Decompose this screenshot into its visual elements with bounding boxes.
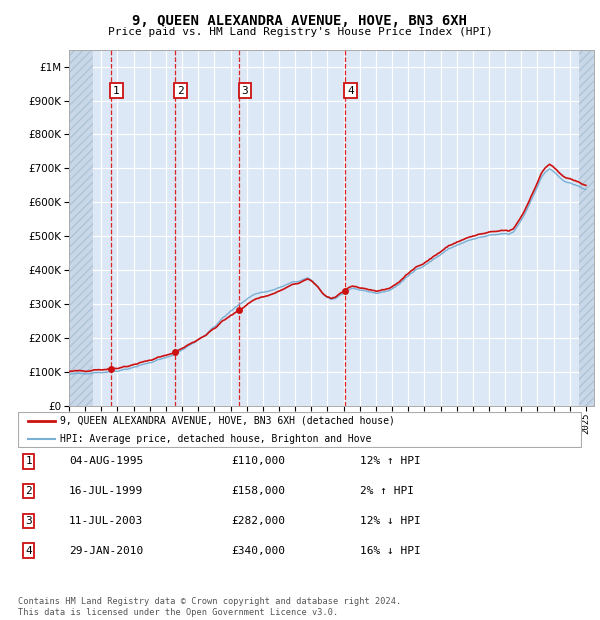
Text: 3: 3 (241, 86, 248, 95)
Text: 16% ↓ HPI: 16% ↓ HPI (360, 546, 421, 556)
Text: 04-AUG-1995: 04-AUG-1995 (69, 456, 143, 466)
Text: 11-JUL-2003: 11-JUL-2003 (69, 516, 143, 526)
Text: 4: 4 (347, 86, 354, 95)
Text: HPI: Average price, detached house, Brighton and Hove: HPI: Average price, detached house, Brig… (60, 433, 371, 444)
Text: 4: 4 (25, 546, 32, 556)
Text: £282,000: £282,000 (231, 516, 285, 526)
Text: 9, QUEEN ALEXANDRA AVENUE, HOVE, BN3 6XH (detached house): 9, QUEEN ALEXANDRA AVENUE, HOVE, BN3 6XH… (60, 415, 395, 426)
Text: 1: 1 (25, 456, 32, 466)
Text: £340,000: £340,000 (231, 546, 285, 556)
Text: 9, QUEEN ALEXANDRA AVENUE, HOVE, BN3 6XH: 9, QUEEN ALEXANDRA AVENUE, HOVE, BN3 6XH (133, 14, 467, 28)
Text: 2: 2 (177, 86, 184, 95)
Text: 16-JUL-1999: 16-JUL-1999 (69, 486, 143, 496)
Text: £110,000: £110,000 (231, 456, 285, 466)
Text: 12% ↓ HPI: 12% ↓ HPI (360, 516, 421, 526)
Text: 3: 3 (25, 516, 32, 526)
Text: 2% ↑ HPI: 2% ↑ HPI (360, 486, 414, 496)
Bar (580, 50, 594, 406)
Text: Contains HM Land Registry data © Crown copyright and database right 2024.
This d: Contains HM Land Registry data © Crown c… (18, 598, 401, 617)
Text: 29-JAN-2010: 29-JAN-2010 (69, 546, 143, 556)
Text: Price paid vs. HM Land Registry's House Price Index (HPI): Price paid vs. HM Land Registry's House … (107, 27, 493, 37)
FancyBboxPatch shape (18, 412, 581, 447)
Text: 12% ↑ HPI: 12% ↑ HPI (360, 456, 421, 466)
Bar (69, 50, 93, 406)
Text: 1: 1 (113, 86, 120, 95)
Text: 2: 2 (25, 486, 32, 496)
Text: £158,000: £158,000 (231, 486, 285, 496)
